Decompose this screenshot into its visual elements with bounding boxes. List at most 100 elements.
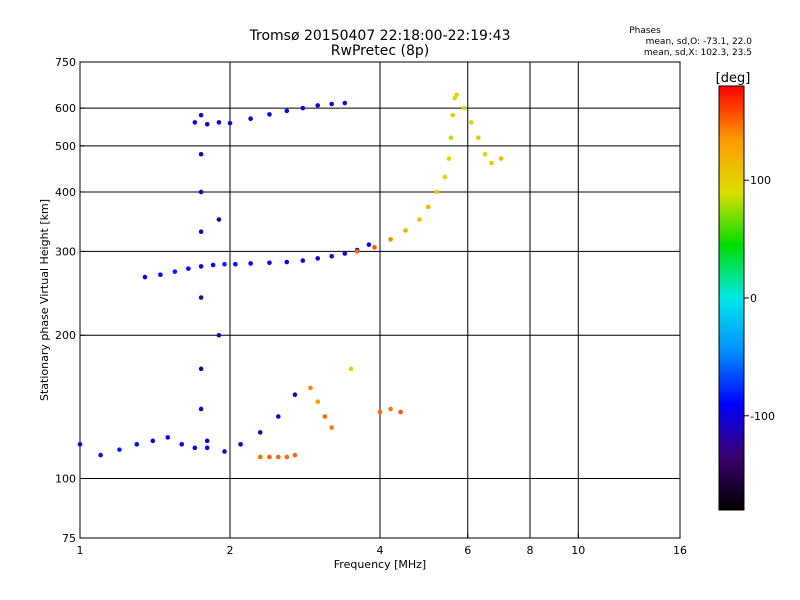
colorbar-tick-label: 0 (750, 292, 757, 305)
data-point (186, 266, 191, 271)
data-point (98, 452, 103, 458)
x-tick-label: 8 (527, 544, 534, 557)
data-point (134, 442, 140, 447)
grid-lines (80, 62, 680, 538)
data-point (292, 452, 298, 458)
data-point (275, 414, 281, 419)
data-point (267, 260, 272, 266)
y-axis-label: Stationary phase Virtual Height [km] (38, 199, 51, 401)
data-point (204, 438, 210, 444)
y-tick-label: 400 (55, 186, 76, 199)
data-point (315, 399, 321, 405)
data-point (284, 259, 290, 265)
data-point (192, 445, 198, 451)
data-point (388, 237, 393, 242)
data-point (227, 120, 233, 126)
data-point (198, 406, 204, 412)
y-tick-label: 300 (55, 245, 76, 258)
data-point (377, 409, 383, 415)
x-tick-label: 6 (464, 544, 471, 557)
y-tick-labels: 75 100 200 300 400 500 600 750 (55, 56, 85, 545)
data-point (150, 438, 156, 444)
data-point (248, 116, 253, 122)
data-point (348, 366, 354, 372)
data-point (300, 105, 306, 111)
data-point (372, 245, 377, 250)
y-tick-label: 500 (55, 140, 76, 153)
data-point (248, 261, 253, 266)
data-point (275, 454, 281, 460)
data-point (216, 332, 222, 338)
data-point (198, 366, 204, 372)
data-point (198, 112, 204, 118)
data-point (267, 454, 272, 460)
x-tick-label: 10 (571, 544, 585, 557)
data-point (216, 217, 222, 222)
data-point (482, 151, 488, 157)
x-tick-label: 16 (673, 544, 687, 557)
chart-subtitle: RwPretec (8p) (331, 43, 429, 59)
x-tick-label: 2 (227, 544, 234, 557)
data-point (308, 385, 313, 391)
data-point (292, 392, 298, 398)
data-point (342, 100, 348, 106)
data-point (329, 425, 335, 430)
data-point (172, 269, 178, 274)
data-point (300, 258, 306, 263)
data-point (315, 256, 321, 261)
data-point (442, 174, 448, 180)
data-point (216, 120, 222, 125)
data-point (450, 112, 456, 118)
data-point (322, 414, 328, 419)
y-tick-label: 750 (55, 56, 76, 69)
data-point (342, 251, 348, 256)
colorbar-ticks: 100 0 -100 (744, 174, 775, 423)
data-point (284, 454, 290, 460)
data-point (434, 189, 440, 195)
data-point (489, 160, 494, 166)
data-point (476, 135, 481, 141)
stats-heading: Phases (629, 26, 661, 36)
data-point (179, 442, 185, 447)
colorbar (718, 85, 745, 511)
data-point (257, 430, 263, 435)
data-point (142, 274, 148, 280)
colorbar-tick-label: 100 (750, 174, 771, 187)
x-tick-labels: 1 2 4 6 8 10 16 (77, 533, 687, 557)
data-point (198, 151, 204, 157)
data-point (366, 242, 372, 247)
data-point (117, 447, 122, 452)
stats-x-line: mean, sd,X: 102.3, 23.5 (644, 48, 752, 58)
y-tick-label: 200 (55, 329, 76, 342)
data-point (222, 261, 227, 267)
y-tick-label: 600 (55, 102, 76, 115)
data-point (329, 254, 335, 259)
data-point (448, 135, 454, 141)
data-point (204, 121, 210, 127)
data-point (77, 442, 83, 447)
data-point (398, 409, 403, 415)
data-point (417, 217, 422, 222)
data-point (461, 105, 467, 111)
data-point (192, 120, 198, 125)
data-point (498, 156, 504, 161)
data-point (425, 204, 431, 210)
data-point (388, 406, 393, 412)
data-point (158, 272, 163, 278)
stats-o-line: mean, sd,O: -73.1, 22.0 (646, 37, 753, 47)
data-point (267, 112, 272, 117)
data-point (165, 435, 171, 440)
x-axis-label: Frequency [MHz] (334, 558, 426, 571)
data-point (233, 261, 238, 267)
data-point (446, 156, 452, 161)
data-points (77, 92, 504, 460)
x-tick-label: 4 (377, 544, 384, 557)
y-tick-label: 100 (55, 473, 76, 486)
data-point (210, 262, 216, 268)
data-point (469, 120, 474, 125)
data-point (354, 249, 360, 254)
data-point (222, 449, 227, 454)
colorbar-tick-label: -100 (750, 410, 775, 423)
data-point (204, 445, 210, 451)
